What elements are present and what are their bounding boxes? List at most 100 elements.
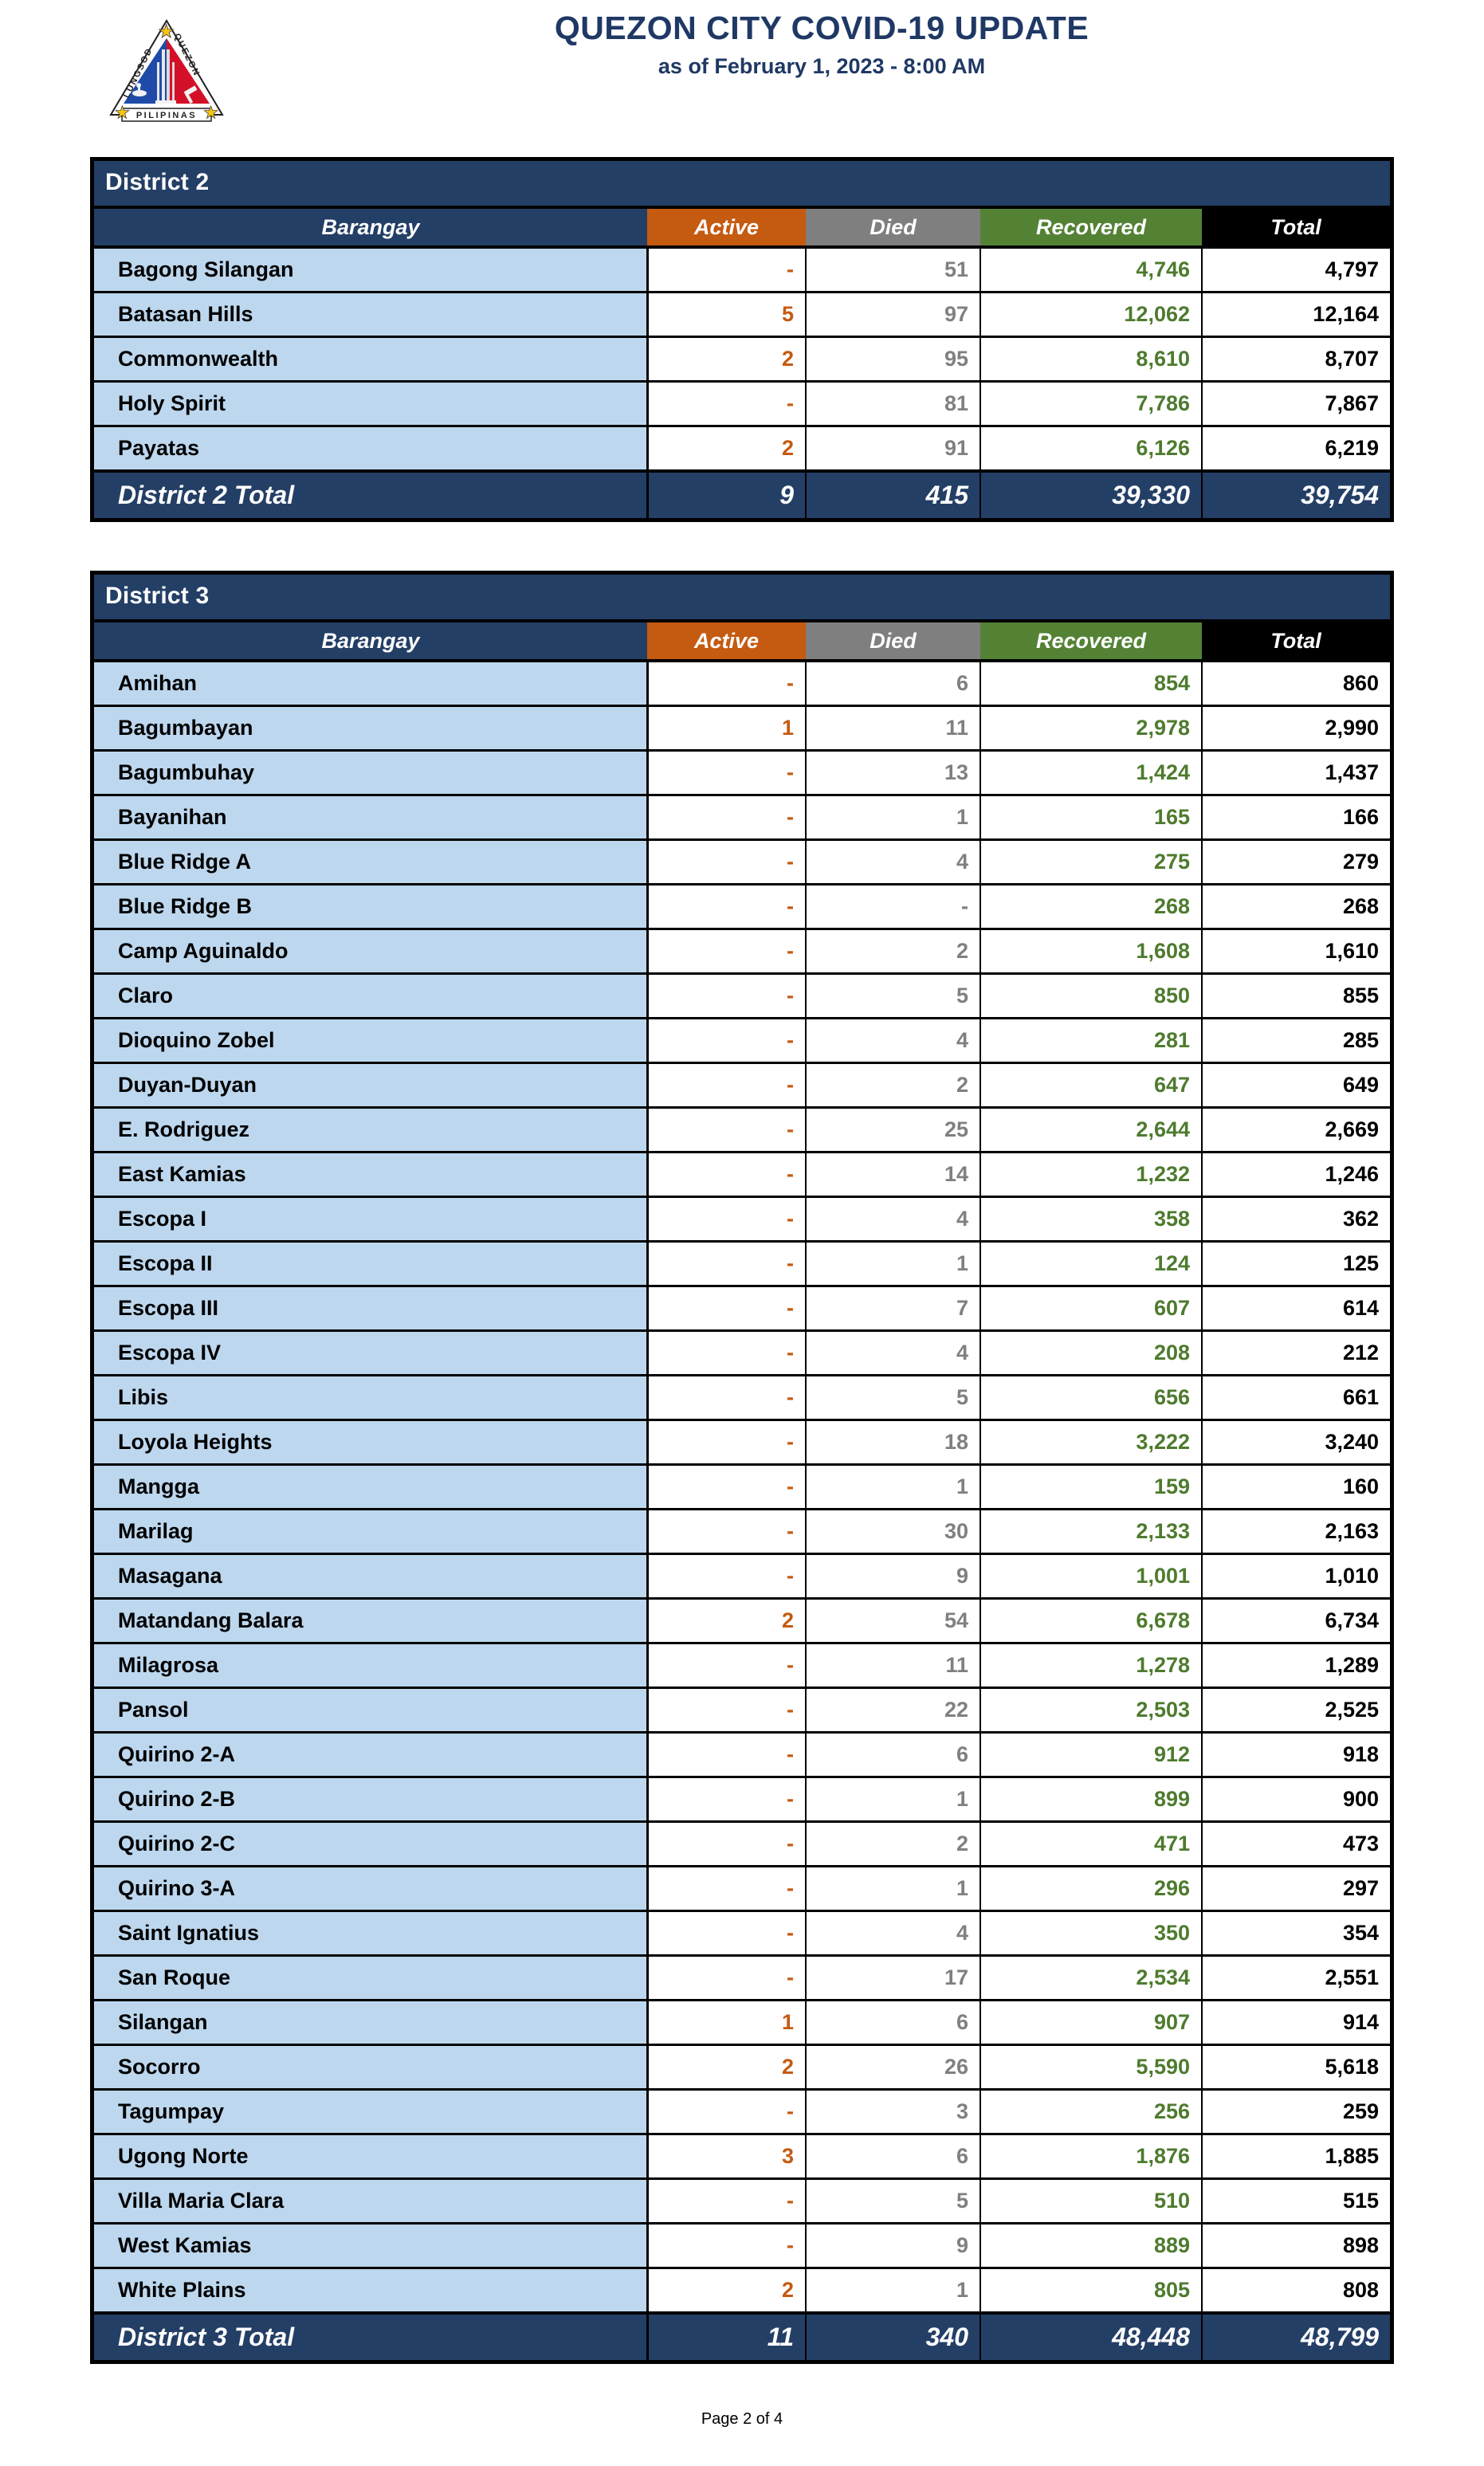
row-barangay-name: West Kamias [94, 2222, 649, 2268]
row-recovered-count: 12,062 [980, 291, 1203, 337]
district-3-total-total: 48,799 [1202, 2311, 1391, 2360]
row-died-count: 54 [806, 1597, 981, 1643]
table-row: Bayanihan -1 165 166 [94, 794, 1391, 840]
column-header-died: Died [806, 207, 980, 249]
row-died-count: 14 [806, 1151, 981, 1197]
row-died-count: 5 [806, 2177, 981, 2224]
district-3-total-died: 340 [806, 2311, 981, 2360]
row-total-count: 3,240 [1202, 1419, 1391, 1465]
row-barangay-name: Saint Ignatius [94, 1910, 649, 1956]
row-died-count: 6 [806, 2133, 981, 2179]
row-total-count: 1,885 [1202, 2133, 1391, 2179]
row-barangay-name: Villa Maria Clara [94, 2177, 649, 2224]
table-row: Escopa III -7 607 614 [94, 1285, 1391, 1331]
page-subtitle: as of February 1, 2023 - 8:00 AM [658, 54, 986, 79]
row-total-count: 297 [1202, 1865, 1391, 1911]
row-barangay-name: Tagumpay [94, 2088, 649, 2134]
row-active-count: - [647, 1151, 807, 1197]
row-barangay-name: Silangan [94, 1999, 649, 2045]
row-died-count: 9 [806, 1553, 981, 1599]
table-row: Loyola Heights -18 3,222 3,240 [94, 1419, 1391, 1465]
district-2-total-label: District 2 Total [94, 469, 649, 518]
row-recovered-count: 1,001 [980, 1553, 1203, 1599]
row-active-count: 1 [647, 1999, 807, 2045]
row-recovered-count: 1,876 [980, 2133, 1203, 2179]
row-active-count: - [647, 1910, 807, 1956]
row-died-count: 1 [806, 2267, 981, 2313]
row-recovered-count: 2,503 [980, 1687, 1203, 1733]
row-recovered-count: 8,610 [980, 336, 1203, 382]
row-active-count: - [647, 659, 807, 706]
table-row: Silangan 1 6 907 914 [94, 1999, 1391, 2045]
row-total-count: 160 [1202, 1463, 1391, 1510]
table-row: Escopa IV -4 208 212 [94, 1329, 1391, 1376]
row-died-count: 91 [806, 425, 981, 471]
row-died-count: 3 [806, 2088, 981, 2134]
row-total-count: 808 [1202, 2267, 1391, 2313]
row-died-count: 6 [806, 1999, 981, 2045]
row-active-count: - [647, 2177, 807, 2224]
table-row: Claro -5 850 855 [94, 972, 1391, 1019]
row-total-count: 268 [1202, 883, 1391, 929]
table-row: Socorro 2 26 5,590 5,618 [94, 2044, 1391, 2090]
row-died-count: 4 [806, 1196, 981, 1242]
district-2-column-header-row: Barangay Active Died Recovered Total [94, 207, 1391, 249]
row-active-count: - [647, 1820, 807, 1867]
table-row: West Kamias -9 889 898 [94, 2222, 1391, 2268]
row-total-count: 1,289 [1202, 1642, 1391, 1688]
table-row: Holy Spirit -81 7,786 7,867 [94, 380, 1391, 426]
row-total-count: 354 [1202, 1910, 1391, 1956]
row-barangay-name: Marilag [94, 1508, 649, 1554]
table-row: Pansol -22 2,503 2,525 [94, 1687, 1391, 1733]
row-total-count: 285 [1202, 1017, 1391, 1063]
table-row: Batasan Hills 5 97 12,062 12,164 [94, 291, 1391, 337]
row-barangay-name: Holy Spirit [94, 380, 649, 426]
district-2-total-active: 9 [647, 469, 807, 518]
column-header-died: Died [806, 621, 980, 662]
row-recovered-count: 889 [980, 2222, 1203, 2268]
row-barangay-name: Quirino 2-B [94, 1776, 649, 1822]
row-total-count: 898 [1202, 2222, 1391, 2268]
row-active-count: - [647, 2222, 807, 2268]
row-barangay-name: Mangga [94, 1463, 649, 1510]
district-2-total-died: 415 [806, 469, 981, 518]
row-died-count: 5 [806, 1374, 981, 1420]
column-header-active: Active [647, 621, 806, 662]
row-active-count: - [647, 1954, 807, 2001]
row-recovered-count: 3,222 [980, 1419, 1203, 1465]
row-barangay-name: Bagumbayan [94, 705, 649, 751]
row-active-count: 2 [647, 336, 807, 382]
table-row: White Plains 2 1 805 808 [94, 2267, 1391, 2313]
table-row: Villa Maria Clara -5 510 515 [94, 2177, 1391, 2224]
row-died-count: 51 [806, 245, 981, 293]
row-barangay-name: White Plains [94, 2267, 649, 2313]
row-died-count: 1 [806, 1865, 981, 1911]
table-row: Bagumbayan 1 11 2,978 2,990 [94, 705, 1391, 751]
row-recovered-count: 7,786 [980, 380, 1203, 426]
row-died-count: 9 [806, 2222, 981, 2268]
row-recovered-count: 6,126 [980, 425, 1203, 471]
row-recovered-count: 647 [980, 1062, 1203, 1108]
row-recovered-count: 899 [980, 1776, 1203, 1822]
row-active-count: - [647, 794, 807, 840]
column-header-barangay: Barangay [94, 621, 647, 662]
row-active-count: - [647, 1106, 807, 1153]
row-active-count: - [647, 1508, 807, 1554]
row-died-count: 1 [806, 1463, 981, 1510]
row-recovered-count: 510 [980, 2177, 1203, 2224]
table-row: Tagumpay -3 256 259 [94, 2088, 1391, 2134]
table-row: Payatas 2 91 6,126 6,219 [94, 425, 1391, 471]
row-active-count: - [647, 245, 807, 293]
row-active-count: - [647, 2088, 807, 2134]
column-header-recovered: Recovered [980, 207, 1202, 249]
table-row: Commonwealth 2 95 8,610 8,707 [94, 336, 1391, 382]
row-barangay-name: Masagana [94, 1553, 649, 1599]
row-barangay-name: Bagumbuhay [94, 749, 649, 795]
row-barangay-name: Matandang Balara [94, 1597, 649, 1643]
row-total-count: 918 [1202, 1731, 1391, 1777]
district-3-table-block: District 3 Barangay Active Died Recovere… [90, 571, 1394, 2364]
row-barangay-name: Bagong Silangan [94, 245, 649, 293]
row-died-count: 97 [806, 291, 981, 337]
row-barangay-name: Claro [94, 972, 649, 1019]
row-recovered-count: 471 [980, 1820, 1203, 1867]
